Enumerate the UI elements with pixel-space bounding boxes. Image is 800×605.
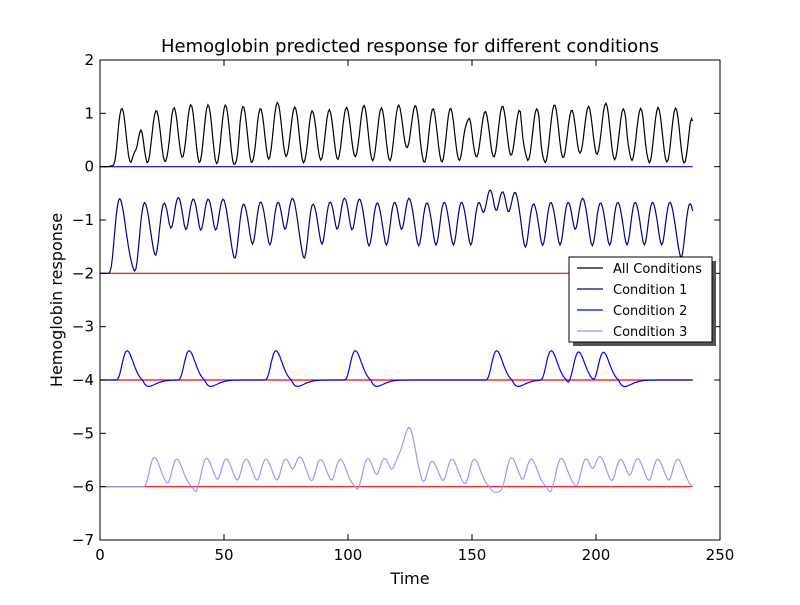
x-axis-label: Time bbox=[389, 569, 429, 588]
series-line-condition-1 bbox=[100, 189, 694, 274]
legend-label: Condition 3 bbox=[613, 325, 687, 340]
y-axis-label: Hemoglobin response bbox=[47, 213, 66, 387]
legend-label: All Conditions bbox=[613, 262, 702, 277]
plot-area bbox=[100, 101, 694, 493]
y-tick-label: −4 bbox=[72, 371, 94, 389]
y-tick-label: −3 bbox=[72, 318, 94, 336]
x-tick-label: 150 bbox=[458, 546, 487, 564]
y-tick-label: −2 bbox=[72, 264, 94, 282]
series-line-condition-2 bbox=[100, 350, 693, 388]
legend: All Conditions Condition 1 Condition 2 Cond… bbox=[568, 256, 716, 346]
legend-label: Condition 2 bbox=[613, 304, 687, 319]
axes: 0 50 100 150 200 250 −7 −6 −5 −4 −3 −2 −1 0 1 2 bbox=[72, 51, 734, 564]
y-tick-label: 1 bbox=[84, 104, 94, 122]
x-tick-label: 200 bbox=[582, 546, 611, 564]
y-tick-label: 0 bbox=[84, 158, 94, 176]
y-tick-label: −1 bbox=[72, 211, 94, 229]
x-tick-label: 250 bbox=[706, 546, 735, 564]
chart-title: Hemoglobin predicted response for differ… bbox=[161, 36, 659, 57]
legend-label: Condition 1 bbox=[613, 283, 687, 298]
x-tick-label: 100 bbox=[334, 546, 363, 564]
y-tick-label: −5 bbox=[72, 424, 94, 442]
series-line-condition-3 bbox=[100, 426, 694, 493]
x-tick-label: 50 bbox=[214, 546, 233, 564]
legend-box bbox=[568, 256, 713, 343]
axes-frame bbox=[99, 59, 721, 541]
y-tick-label: −7 bbox=[72, 531, 94, 549]
x-tick-label: 0 bbox=[95, 546, 105, 564]
series-line-all-conditions bbox=[100, 101, 694, 168]
y-tick-label: 2 bbox=[84, 51, 94, 69]
y-tick-label: −6 bbox=[72, 478, 94, 496]
